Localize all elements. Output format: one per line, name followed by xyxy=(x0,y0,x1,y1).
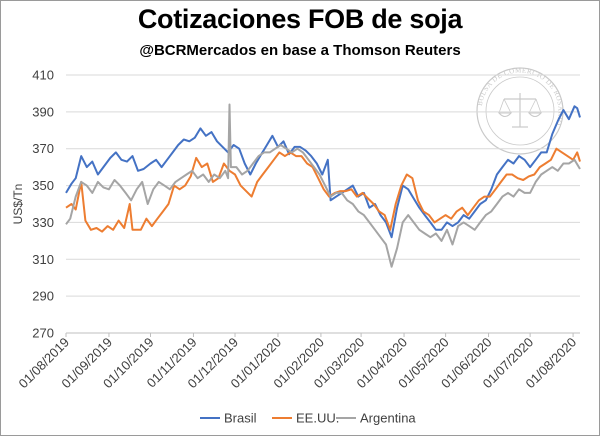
y-tick-label: 330 xyxy=(32,215,54,230)
y-tick-label: 390 xyxy=(32,104,54,119)
y-axis-label: US$/Tn xyxy=(11,184,25,225)
chart-subtitle: @BCRMercados en base a Thomson Reuters xyxy=(139,42,461,59)
series-line-ee-uu xyxy=(65,147,581,233)
y-tick-label: 270 xyxy=(32,326,54,341)
legend-label: EE.UU. xyxy=(296,411,339,426)
y-tick-label: 370 xyxy=(32,141,54,156)
series-line-argentina xyxy=(65,103,581,268)
chart-title: Cotizaciones FOB de soja xyxy=(137,4,463,34)
series-line-brasil xyxy=(65,105,581,239)
seal-scales-pan-left xyxy=(497,112,513,117)
seal-scales-string xyxy=(528,98,537,114)
seal-watermark: BOLSA DE COMERCIO DE ROSARIO xyxy=(476,66,564,155)
seal-scales-string xyxy=(535,98,542,114)
legend: Brasil EE.UU. Argentina xyxy=(200,411,416,426)
y-tick-label: 310 xyxy=(32,252,54,267)
seal-inner-ring xyxy=(485,76,555,146)
legend-label: Brasil xyxy=(224,411,257,426)
y-tick-label: 350 xyxy=(32,178,54,193)
gridlines xyxy=(66,74,580,334)
seal-scales-pan-right xyxy=(527,112,543,117)
series-lines xyxy=(65,103,581,268)
x-axis-ticks: 01/08/201901/09/201901/10/201901/11/2019… xyxy=(15,333,579,391)
seal-scales-string xyxy=(503,98,512,114)
legend-label: Argentina xyxy=(360,411,416,426)
y-axis-ticks: 270 290 310 330 350 370 390 410 xyxy=(32,68,54,341)
y-tick-label: 290 xyxy=(32,289,54,304)
y-tick-label: 410 xyxy=(32,68,54,83)
seal-scales-string xyxy=(498,98,505,114)
